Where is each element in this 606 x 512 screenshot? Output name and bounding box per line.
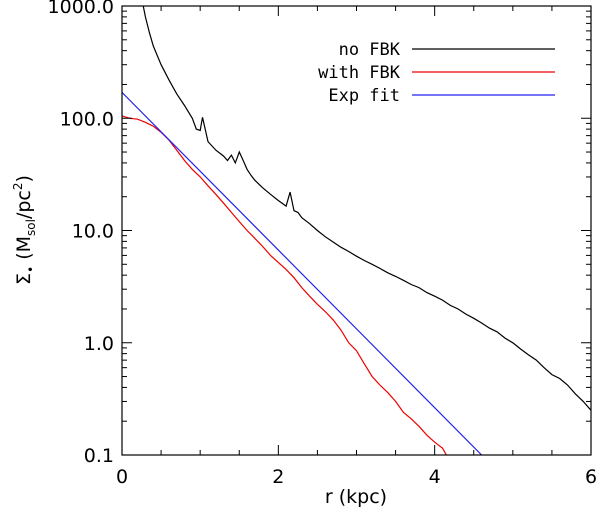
y-axis-area-superscript: 2 [11, 182, 25, 190]
legend-label-1: with FBK [318, 63, 401, 83]
x-tick-label: 0 [116, 466, 128, 488]
legend-label-0: no FBK [339, 40, 401, 60]
y-axis-area: /pc [13, 190, 35, 219]
series-layer [122, 6, 591, 455]
y-axis-symbol: Σ [13, 273, 35, 285]
x-axis-label: r (kpc) [325, 486, 387, 508]
y-axis-mass-subscript: sol [24, 219, 38, 236]
y-axis-open: (M [13, 236, 35, 266]
x-tick-label: 4 [429, 466, 441, 488]
x-tick-label: 2 [272, 466, 284, 488]
x-tick-label: 6 [585, 466, 597, 488]
y-tick-label: 100.0 [60, 108, 114, 130]
y-axis-symbol-subscript: • [24, 266, 38, 273]
series-line-2 [122, 91, 483, 455]
legend: no FBK with FBK Exp fit [318, 40, 555, 106]
y-axis-close: ) [13, 175, 35, 182]
y-tick-label: 0.1 [84, 445, 114, 467]
y-axis-label: Σ• (Msol/pc2) [11, 175, 38, 285]
series-line-0 [142, 6, 591, 411]
y-tick-label: 1000.0 [48, 0, 114, 18]
legend-label-2: Exp fit [328, 86, 400, 106]
y-tick-label: 10.0 [72, 221, 114, 243]
series-line-1 [122, 115, 447, 455]
axis-ticks: 0 2 4 6 0.1 1.0 10.0 100.0 1000.0 [48, 0, 598, 488]
y-tick-label: 1.0 [84, 333, 114, 355]
